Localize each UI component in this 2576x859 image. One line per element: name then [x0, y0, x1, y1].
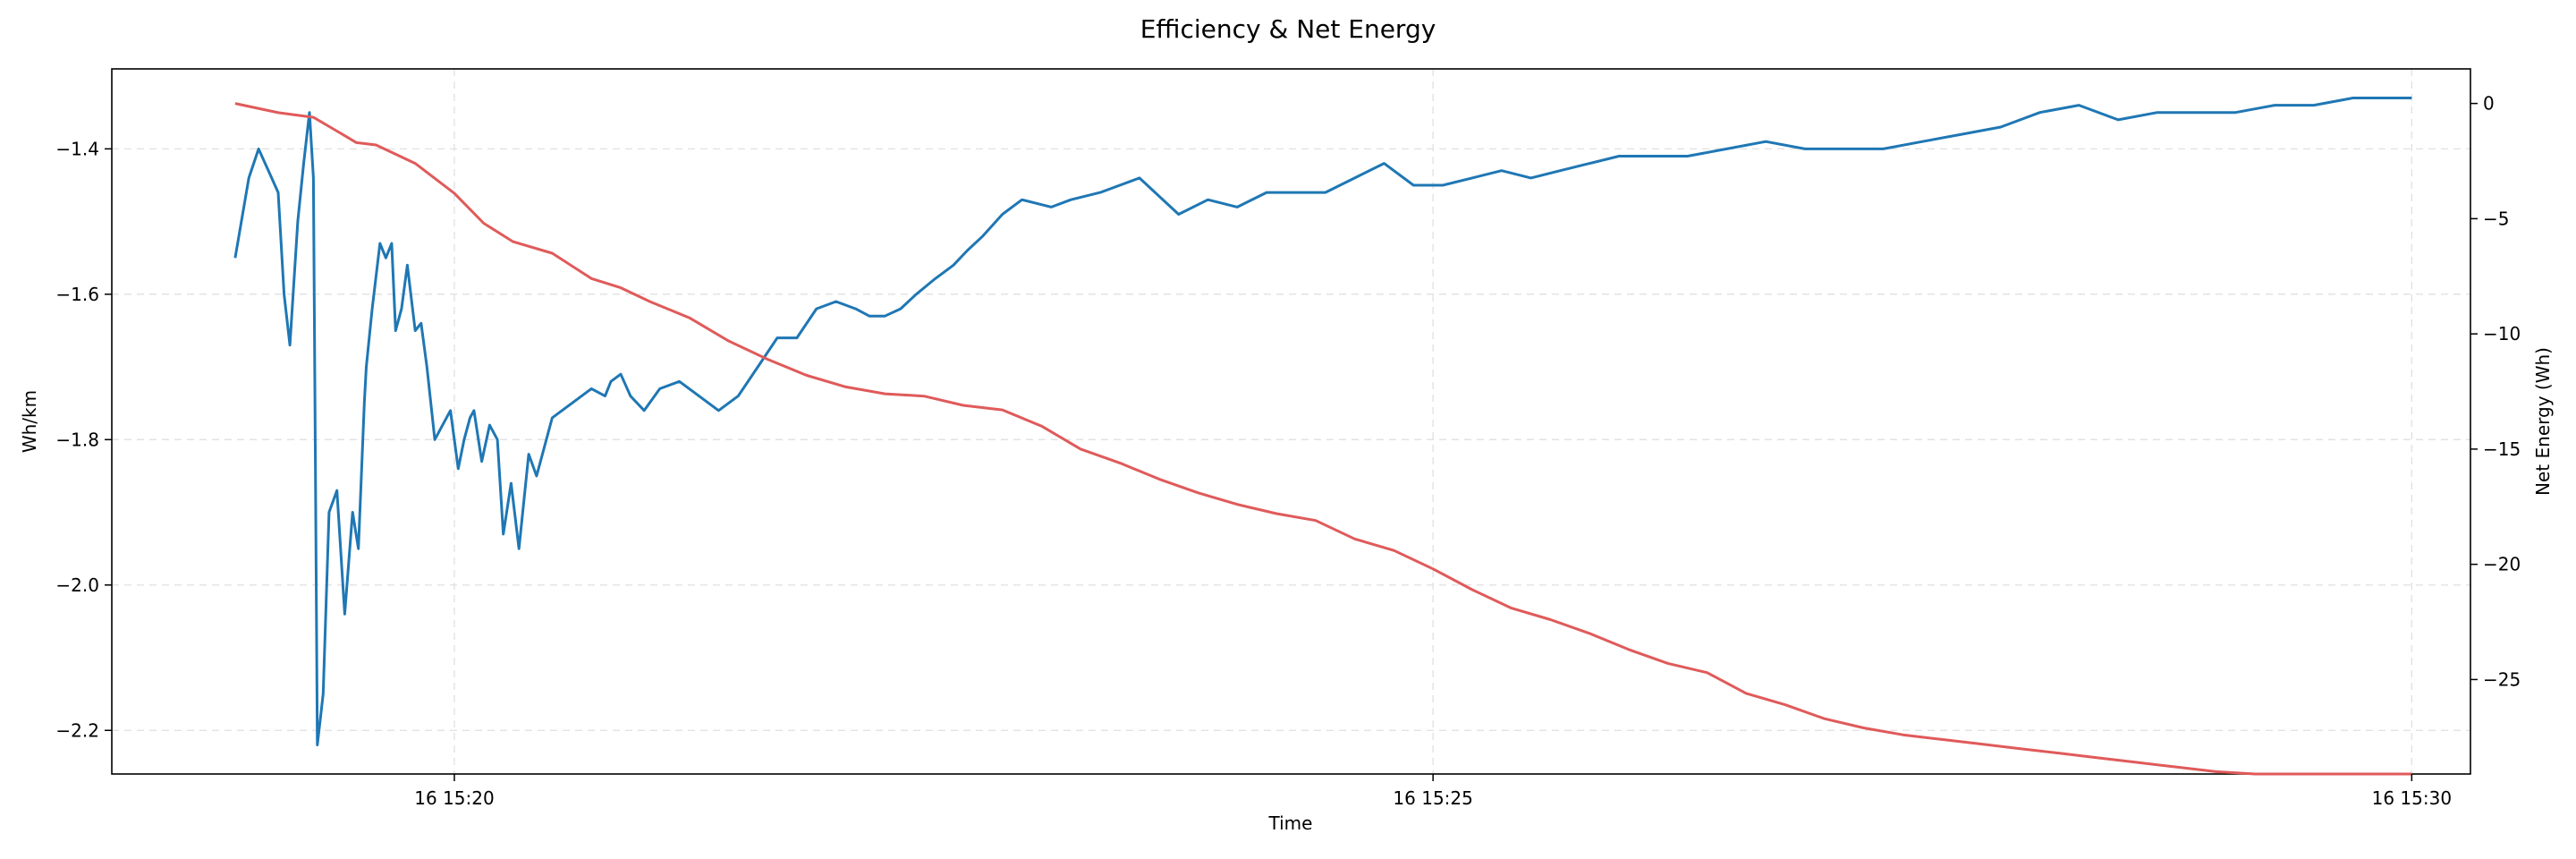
y-left-tick-label: −2.0 [55, 574, 99, 596]
plot-frame [111, 68, 2471, 775]
net-energy-series-line [234, 102, 2412, 776]
y-axis-left: −1.4 −1.6 −1.8 −2.0 −2.2 [55, 138, 112, 741]
y-left-tick-label: −1.4 [55, 138, 99, 159]
y-right-tick-label: −10 [2483, 323, 2521, 344]
series-layer [233, 97, 2412, 776]
x-tick-label: 16 15:20 [414, 787, 494, 809]
chart-title: Efficiency & Net Energy [1140, 14, 1436, 44]
y-axis-right: 0 −5 −10 −15 −20 −25 [2470, 93, 2521, 690]
y-right-tick-label: 0 [2483, 93, 2495, 115]
efficiency-series-line [233, 97, 2412, 746]
y-axis-left-label: Wh/km [19, 390, 40, 453]
y-axis-right-label: Net Energy (Wh) [2532, 347, 2554, 496]
y-right-tick-label: −25 [2483, 668, 2521, 690]
x-axis-label: Time [1268, 812, 1313, 834]
y-left-tick-label: −1.8 [55, 429, 99, 450]
y-right-tick-label: −5 [2483, 208, 2509, 229]
y-right-tick-label: −15 [2483, 438, 2521, 460]
x-tick-label: 16 15:25 [1393, 787, 1472, 809]
y-left-tick-label: −2.2 [55, 719, 99, 741]
y-left-tick-label: −1.6 [55, 284, 99, 305]
x-tick-label: 16 15:30 [2372, 787, 2452, 809]
grid-lines [112, 69, 2470, 774]
y-right-tick-label: −20 [2483, 554, 2521, 575]
x-axis: 16 15:20 16 15:25 16 15:30 [414, 774, 2452, 809]
